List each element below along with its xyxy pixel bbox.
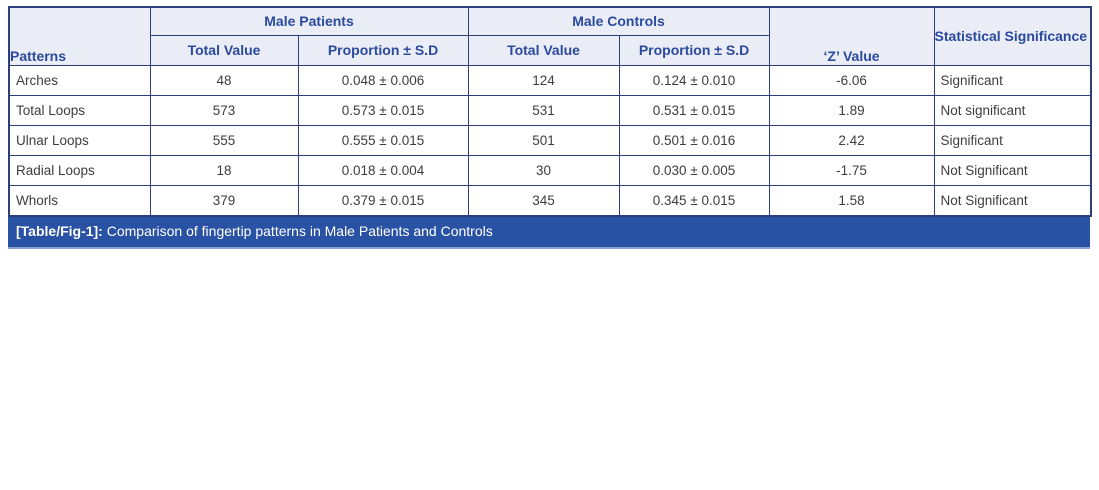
cell-patients-total: 48 [149, 65, 299, 96]
cell-pattern: Whorls [8, 185, 151, 217]
cell-significance: Significant [933, 65, 1092, 96]
table-caption: [Table/Fig-1]: Comparison of fingertip p… [8, 217, 1090, 249]
caption-label: [Table/Fig-1]: [16, 223, 103, 239]
cell-z-value: 1.89 [768, 95, 935, 126]
cell-controls-total: 30 [467, 155, 620, 186]
col-header-patients-total-value: Total Value [149, 35, 299, 66]
fingertip-patterns-table: Patterns Male Patients Male Controls ‘Z’… [8, 6, 1093, 217]
col-header-z-value: ‘Z’ Value [768, 6, 935, 66]
cell-controls-proportion: 0.531 ± 0.015 [618, 95, 770, 126]
cell-controls-proportion: 0.501 ± 0.016 [618, 125, 770, 156]
cell-pattern: Total Loops [8, 95, 151, 126]
group-header-male-patients: Male Patients [149, 6, 469, 36]
table-row-arches: Arches 48 0.048 ± 0.006 124 0.124 ± 0.01… [8, 65, 1092, 96]
cell-controls-proportion: 0.345 ± 0.015 [618, 185, 770, 217]
cell-controls-total: 531 [467, 95, 620, 126]
cell-z-value: -6.06 [768, 65, 935, 96]
group-header-male-controls: Male Controls [467, 6, 770, 36]
cell-z-value: -1.75 [768, 155, 935, 186]
cell-pattern: Ulnar Loops [8, 125, 151, 156]
cell-controls-total: 345 [467, 185, 620, 217]
cell-controls-proportion: 0.030 ± 0.005 [618, 155, 770, 186]
caption-text: Comparison of fingertip patterns in Male… [102, 223, 493, 239]
table-row-total-loops: Total Loops 573 0.573 ± 0.015 531 0.531 … [8, 95, 1092, 126]
col-header-patterns: Patterns [8, 6, 151, 66]
col-header-controls-proportion-sd: Proportion ± S.D [618, 35, 770, 66]
table-figure-1: Patterns Male Patients Male Controls ‘Z’… [8, 6, 1093, 249]
cell-significance: Not significant [933, 95, 1092, 126]
table-header: Patterns Male Patients Male Controls ‘Z’… [8, 6, 1092, 66]
cell-pattern: Arches [8, 65, 151, 96]
cell-z-value: 2.42 [768, 125, 935, 156]
cell-controls-total: 124 [467, 65, 620, 96]
cell-significance: Not Significant [933, 185, 1092, 217]
table-row-ulnar-loops: Ulnar Loops 555 0.555 ± 0.015 501 0.501 … [8, 125, 1092, 156]
table-body: Arches 48 0.048 ± 0.006 124 0.124 ± 0.01… [8, 65, 1092, 217]
cell-z-value: 1.58 [768, 185, 935, 217]
cell-patients-proportion: 0.018 ± 0.004 [297, 155, 469, 186]
cell-controls-proportion: 0.124 ± 0.010 [618, 65, 770, 96]
table-row-radial-loops: Radial Loops 18 0.018 ± 0.004 30 0.030 ±… [8, 155, 1092, 186]
cell-patients-total: 379 [149, 185, 299, 217]
cell-patients-total: 573 [149, 95, 299, 126]
cell-patients-total: 555 [149, 125, 299, 156]
cell-patients-proportion: 0.379 ± 0.015 [297, 185, 469, 217]
cell-patients-proportion: 0.048 ± 0.006 [297, 65, 469, 96]
cell-patients-proportion: 0.573 ± 0.015 [297, 95, 469, 126]
col-header-patients-proportion-sd: Proportion ± S.D [297, 35, 469, 66]
col-header-controls-total-value: Total Value [467, 35, 620, 66]
cell-patients-total: 18 [149, 155, 299, 186]
header-sub-row: Total Value Proportion ± S.D Total Value… [9, 35, 1091, 66]
col-header-statistical-significance: Statistical Significance [933, 6, 1092, 66]
cell-significance: Not Significant [933, 155, 1092, 186]
cell-controls-total: 501 [467, 125, 620, 156]
cell-significance: Significant [933, 125, 1092, 156]
cell-patients-proportion: 0.555 ± 0.015 [297, 125, 469, 156]
table-row-whorls: Whorls 379 0.379 ± 0.015 345 0.345 ± 0.0… [8, 185, 1092, 217]
header-group-row: Patterns Male Patients Male Controls ‘Z’… [8, 6, 1092, 66]
cell-pattern: Radial Loops [8, 155, 151, 186]
